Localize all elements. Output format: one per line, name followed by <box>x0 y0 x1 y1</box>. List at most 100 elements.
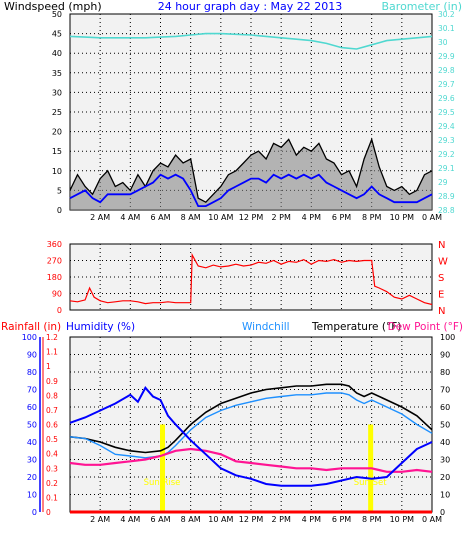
rainfall-tick-label: 0.4 <box>46 450 58 459</box>
rainfall-tick-label: 1 <box>46 362 51 371</box>
rainfall-tick-label: 0.1 <box>46 493 58 502</box>
windspeed-tick-label: 10 <box>52 167 62 176</box>
barometer-tick-label: 29.7 <box>438 80 455 89</box>
x-tick-label: 10 AM <box>208 515 233 524</box>
humidity-tick-label: 30 <box>27 456 37 465</box>
barometer-tick-label: 29.5 <box>438 108 455 117</box>
compass-label: S <box>438 273 444 284</box>
barometer-axis-label: Barometer (in) <box>382 0 463 13</box>
temperature-axis-label: Temperature (°F) <box>311 321 401 333</box>
compass-label: E <box>438 290 444 301</box>
temperature-tick-label: 20 <box>440 473 450 482</box>
direction-tick-label: 0 <box>57 306 62 315</box>
barometer-tick-label: 30.2 <box>438 10 455 19</box>
x-tick-label: 8 AM <box>181 213 201 222</box>
x-tick-label: 4 PM <box>302 213 321 222</box>
dewpoint-line <box>69 447 433 473</box>
x-tick-label: 8 PM <box>362 213 381 222</box>
windspeed-axis-label: Windspeed (mph) <box>4 0 102 13</box>
x-tick-label: 0 AM <box>422 515 442 524</box>
x-tick-label: 2 AM <box>90 515 110 524</box>
temperature-tick-label: 100 <box>440 333 455 342</box>
sunrise-label: Sun Rise <box>144 478 181 488</box>
windspeed-tick-label: 50 <box>52 10 62 19</box>
x-tick-label: 4 PM <box>302 515 321 524</box>
temperature-tick-label: 0 <box>440 508 445 517</box>
humidity-tick-label: 0 <box>32 508 37 517</box>
compass-label: W <box>438 257 448 268</box>
humidity-tick-label: 50 <box>27 421 37 430</box>
temperature-tick-label: 90 <box>440 351 450 360</box>
humidity-tick-label: 100 <box>22 333 37 342</box>
rainfall-tick-label: 1.2 <box>46 333 58 342</box>
barometer-tick-label: 29.6 <box>438 94 455 103</box>
rainfall-tick-label: 0 <box>46 508 51 517</box>
windspeed-tick-label: 15 <box>52 147 62 156</box>
windspeed-tick-label: 5 <box>57 186 62 195</box>
x-tick-label: 8 PM <box>362 515 381 524</box>
x-tick-label: 2 PM <box>271 213 290 222</box>
direction-tick-label: 270 <box>47 257 62 266</box>
barometer-tick-label: 29.8 <box>438 66 455 75</box>
direction-tick-label: 90 <box>52 290 62 299</box>
humidity-tick-label: 20 <box>27 473 37 482</box>
compass-label: N <box>438 306 445 317</box>
windchill-legend-label: Windchill <box>242 321 290 333</box>
barometer-tick-label: 29.1 <box>438 164 455 173</box>
temperature-tick-label: 50 <box>440 421 450 430</box>
barometer-tick-label: 28.9 <box>438 192 455 201</box>
humidity-axis-label: Humidity (%) <box>66 321 135 333</box>
barometer-tick-label: 29.2 <box>438 150 455 159</box>
bottom-panel-series <box>69 383 433 514</box>
windspeed-tick-label: 0 <box>57 206 62 215</box>
top-panel-axes: 0 5 10 15 20 25 30 35 40 45 50 28.8 28.9 29 29.1 29.2 29… <box>52 10 455 222</box>
direction-tick-label: 360 <box>47 240 62 249</box>
rainfall-tick-label: 0.8 <box>46 391 58 400</box>
x-tick-label: 2 PM <box>271 515 290 524</box>
temperature-tick-label: 80 <box>440 368 450 377</box>
rainfall-tick-label: 0.7 <box>46 406 58 415</box>
chart-title: 24 hour graph day : May 22 2013 <box>158 0 343 13</box>
rainfall-tick-label: 0.5 <box>46 435 58 444</box>
rainfall-tick-label: 1.1 <box>46 348 58 357</box>
wind-speed-area <box>70 139 432 210</box>
barometer-tick-label: 29.9 <box>438 52 455 61</box>
humidity-tick-label: 90 <box>27 351 37 360</box>
x-tick-label: 12 PM <box>239 515 264 524</box>
sunset-label: Sun Set <box>354 478 387 488</box>
x-tick-label: 2 AM <box>90 213 110 222</box>
x-tick-label: 10 PM <box>390 213 415 222</box>
windspeed-tick-label: 35 <box>52 69 62 78</box>
compass-label: N <box>438 240 445 251</box>
x-tick-label: 6 AM <box>150 515 170 524</box>
direction-tick-label: 180 <box>47 273 62 282</box>
top-panel-series <box>69 32 433 210</box>
wind-gust-line <box>69 137 433 204</box>
x-tick-label: 12 PM <box>239 213 264 222</box>
barometer-tick-label: 30 <box>438 38 448 47</box>
windchill-line <box>69 392 433 459</box>
humidity-tick-label: 10 <box>27 491 37 500</box>
windspeed-tick-label: 25 <box>52 108 62 117</box>
windspeed-tick-label: 45 <box>52 30 62 39</box>
x-tick-label: 4 AM <box>120 213 140 222</box>
barometer-tick-label: 28.8 <box>438 206 455 215</box>
x-tick-label: 6 PM <box>332 515 351 524</box>
barometer-line <box>69 32 433 50</box>
x-tick-label: 10 AM <box>208 213 233 222</box>
humidity-line <box>69 386 433 487</box>
sunrise-marker <box>160 424 166 512</box>
x-tick-label: 10 PM <box>390 515 415 524</box>
x-tick-label: 6 PM <box>332 213 351 222</box>
temperature-line <box>69 383 433 454</box>
bottom-panel-grid <box>70 337 432 512</box>
temperature-tick-label: 30 <box>440 456 450 465</box>
x-tick-label: 8 AM <box>181 515 201 524</box>
rainfall-tick-label: 0.9 <box>46 377 58 386</box>
humidity-tick-label: 70 <box>27 386 37 395</box>
rainfall-tick-label: 0.6 <box>46 421 58 430</box>
temperature-tick-label: 10 <box>440 491 450 500</box>
